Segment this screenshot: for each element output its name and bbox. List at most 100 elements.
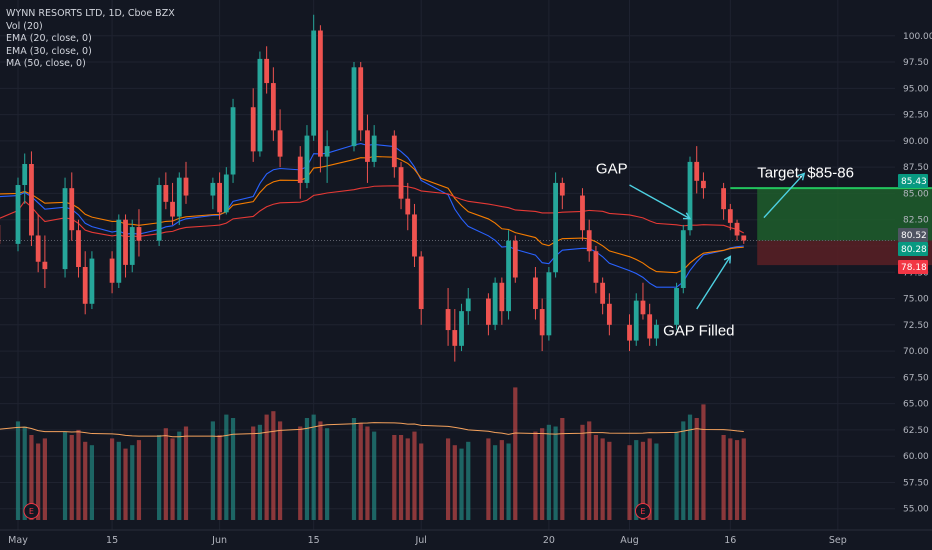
candle-body [600,282,606,304]
legend-symbol[interactable]: WYNN RESORTS LTD, 1D, Cboe BZX [6,8,175,19]
volume-bars [0,387,746,520]
volume-bar [687,414,693,520]
candle-body [176,177,182,217]
candle-body [633,300,639,341]
candle-body [116,219,122,283]
annotation-arrowhead [797,172,806,181]
candle-body [82,267,88,304]
candle-body [674,288,679,325]
candle-body [546,272,552,336]
volume-bar [210,421,215,520]
volume-bar [734,440,740,520]
volume-bar [674,431,679,520]
candle-body [15,185,21,244]
time-axis[interactable]: May15Jun15Jul20Aug16Sep16Oct19Nov16Dec15 [0,529,932,546]
candle-body [499,282,505,312]
volume-bar [325,428,330,520]
volume-bar [405,438,410,520]
volume-bar [452,445,457,520]
candle-body [580,195,585,231]
y-tick-label: 57.50 [903,478,929,488]
volume-bar [89,445,95,520]
annotation-arrowhead [682,212,692,220]
volume-bar [22,426,27,520]
y-tick-label: 85.00 [903,189,929,199]
candle-body [76,230,81,267]
legend-ma50[interactable]: MA (50, close, 0) [6,58,86,69]
candle-body [459,311,464,346]
volume-bar [170,438,175,520]
price-tag-label: 80.28 [901,245,927,255]
volume-bar [580,424,585,520]
volume-bar [486,438,491,520]
volume-bar [136,440,142,520]
candle-body [734,222,740,236]
volume-bar [365,426,370,520]
price-tag [898,242,928,256]
volume-bar [163,428,168,520]
legend-ema30[interactable]: EMA (30, close, 0) [6,45,92,57]
y-tick-label: 92.50 [903,111,929,121]
price-tag [898,228,928,242]
legend-volume[interactable]: Vol (20) [6,20,43,32]
candle-body [136,227,142,241]
volume-bar [36,443,41,520]
volume-bar [540,428,545,520]
candle-body [553,182,558,273]
candle-body [109,258,115,283]
y-tick-label: 75.00 [903,295,929,305]
candle-body [701,180,706,189]
candle-body [29,163,34,236]
candle-body [318,30,323,157]
volume-bar [230,418,236,520]
volume-bar [83,441,88,520]
candles [0,14,747,362]
candle-body [391,135,397,168]
annotation-text: GAP [596,160,628,177]
volume-bar [183,426,189,520]
price-tag-label: 80.52 [901,231,927,241]
volume-bar [251,426,256,520]
volume-bar [701,404,706,520]
volume-bar [298,426,303,520]
volume-bar [264,414,269,520]
annotation-arrow [763,172,805,219]
y-tick-label: 60.00 [903,452,929,462]
x-tick-label: Sep [829,535,847,546]
legend-ema20[interactable]: EMA (20, close, 0) [6,33,92,44]
volume-bar [109,438,115,520]
y-tick-label: 87.50 [903,163,929,173]
candle-body [264,58,270,84]
volume-bar [62,431,68,520]
candle-body [640,300,646,315]
volume-bar [634,440,639,520]
annotation-arrow [629,184,691,220]
volume-bar [593,435,599,520]
volume-bar [372,431,377,520]
candle-body [371,135,377,162]
x-tick-label: Jun [211,535,227,546]
candle-body [351,67,357,147]
candle-body [486,298,491,325]
y-tick-label: 82.50 [903,216,929,226]
x-tick-label: Jul [414,535,426,546]
volume-bar [627,445,632,520]
y-tick-label: 65.00 [903,400,929,410]
y-tick-label: 100.00 [903,32,932,42]
y-tick-label: 97.50 [903,58,929,68]
volume-bar [116,441,121,520]
earnings-marker [23,503,40,519]
volume-bar [647,438,652,520]
candle-body [217,182,222,213]
volume-bar [721,435,726,520]
candle-body [257,58,263,152]
candle-body [727,209,733,223]
candle-body [365,130,370,162]
volume-bar [499,440,504,520]
volume-bar [654,443,659,520]
candle-body [606,303,612,325]
candle-body [163,185,169,202]
x-tick-label: 20 [543,535,555,546]
